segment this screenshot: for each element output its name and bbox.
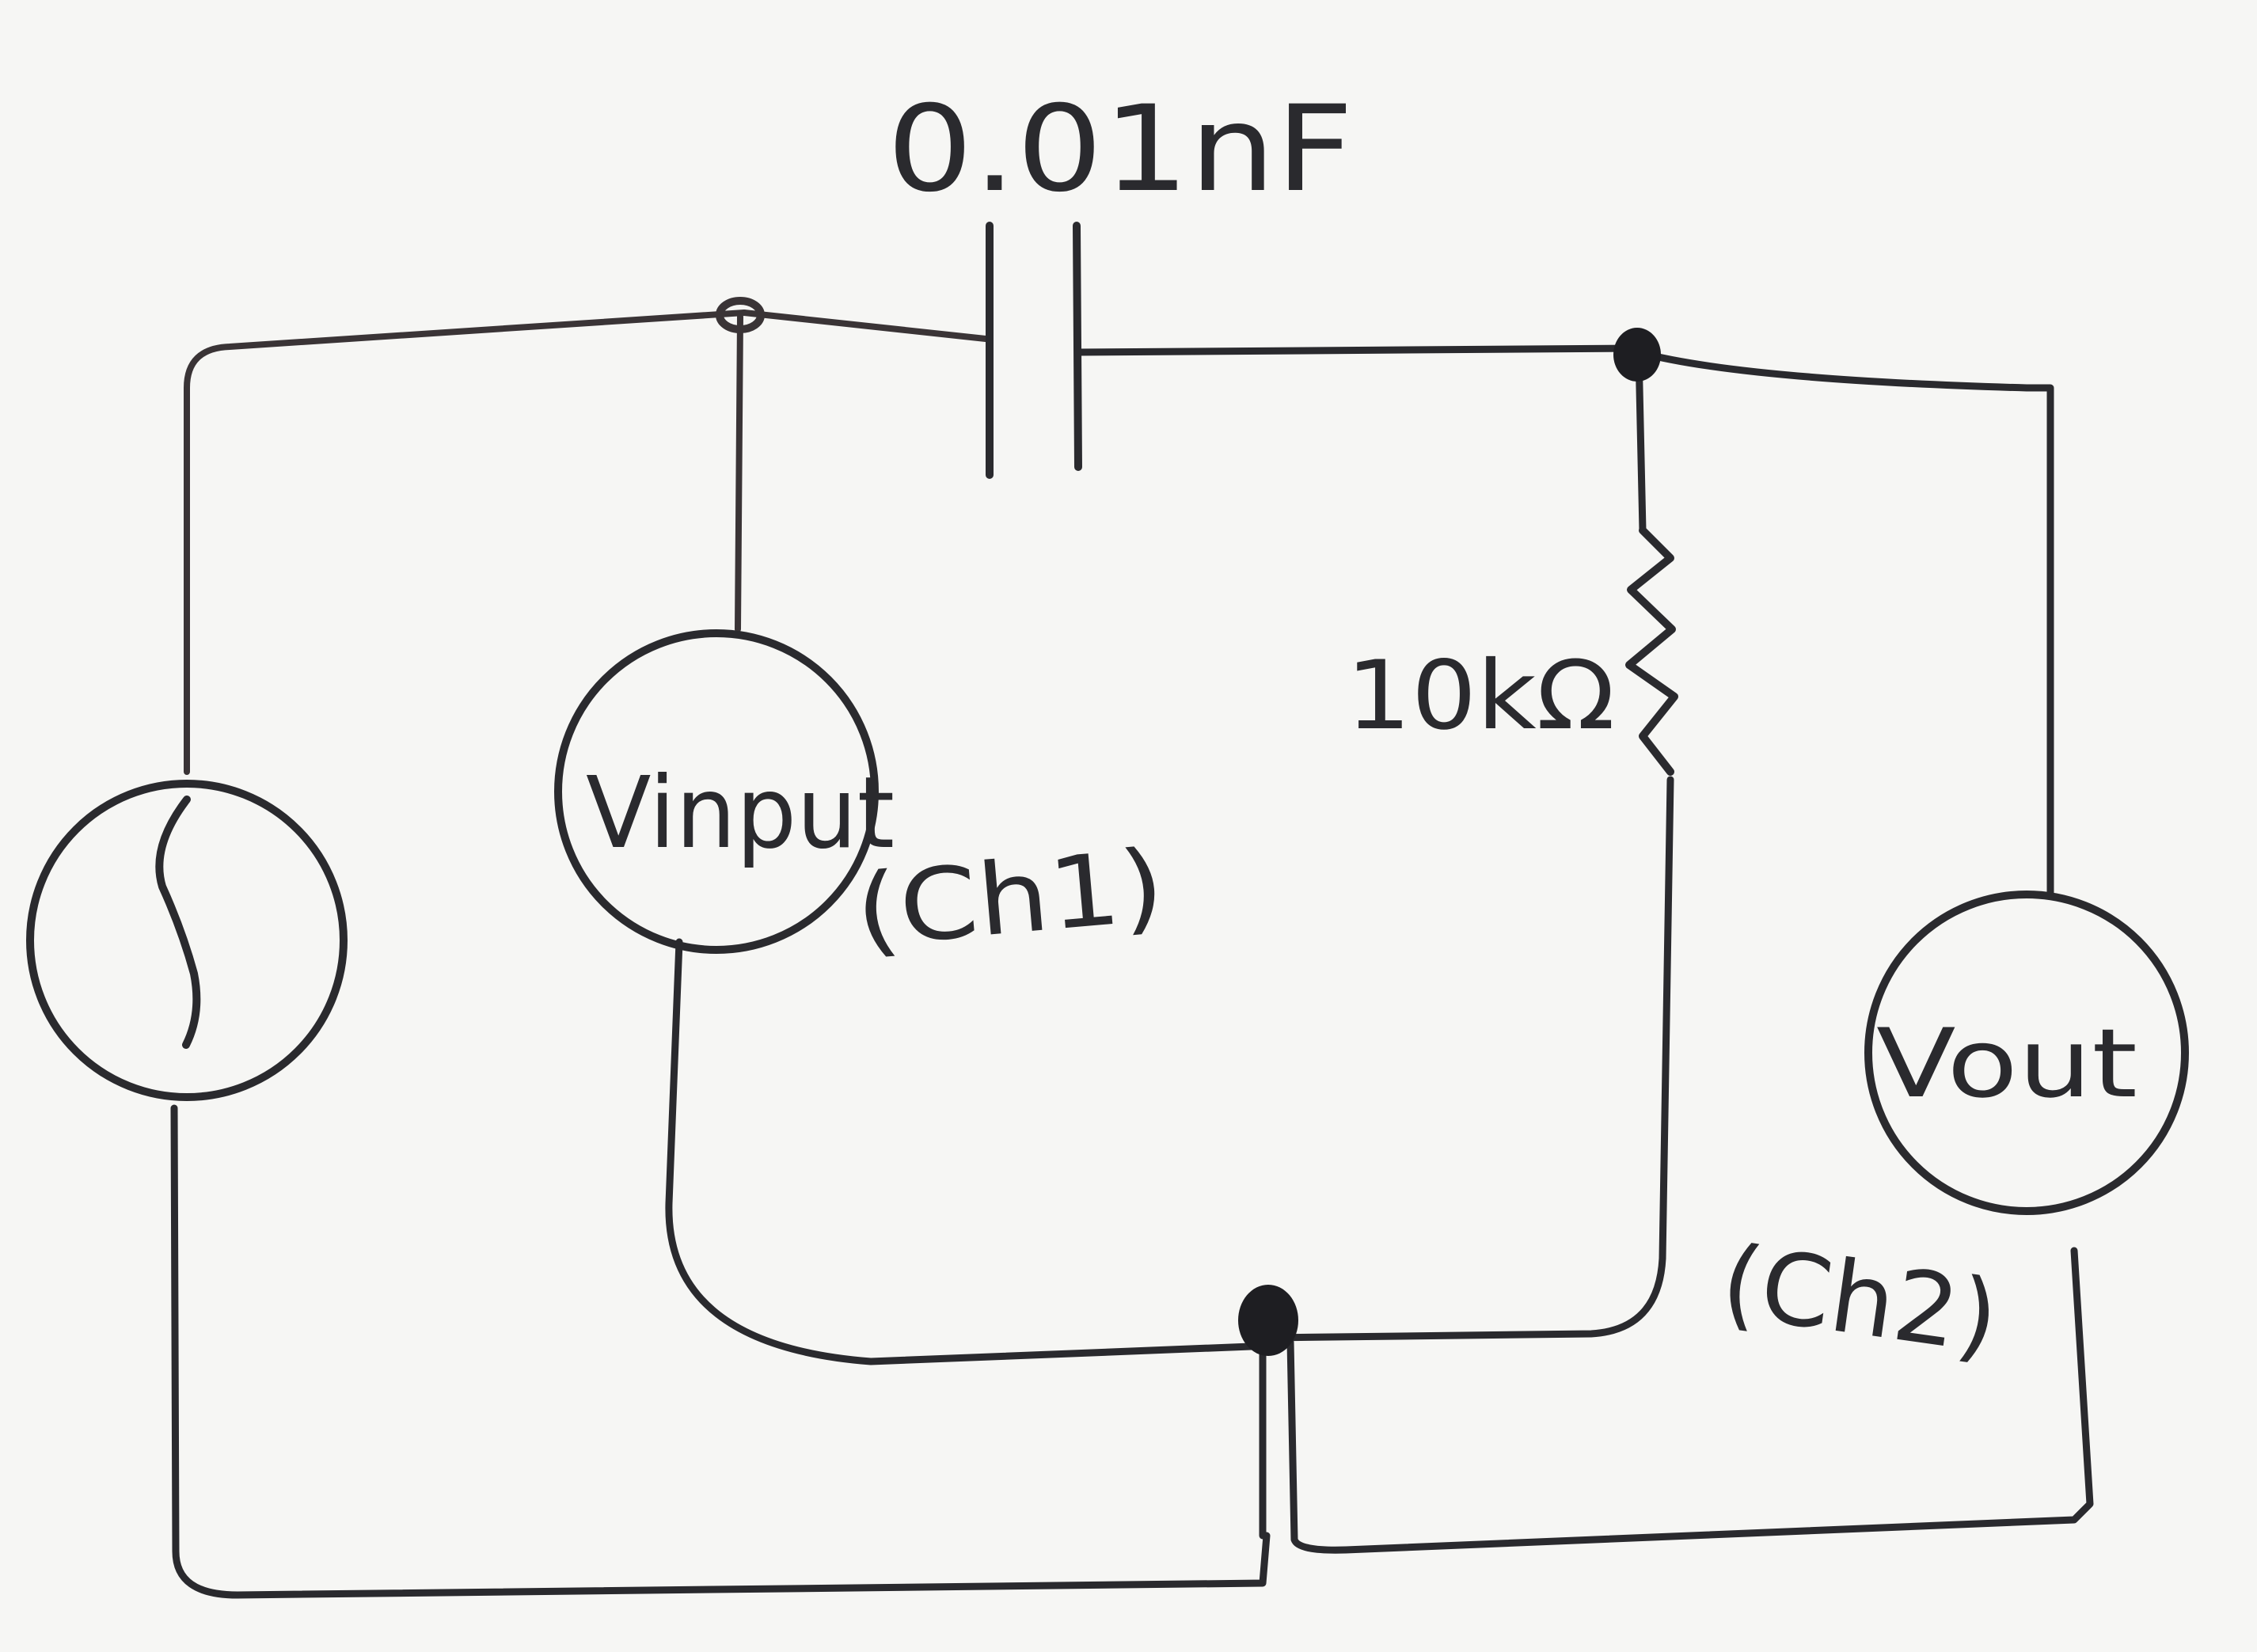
wire-node-to-resistor: [1635, 348, 1647, 534]
wire-vinput-to-ground: [665, 938, 1275, 1365]
vout-label: Vout: [1876, 1009, 2137, 1119]
vinput-channel-label: (Ch1): [851, 828, 1168, 969]
junction-top-left: [716, 297, 765, 333]
resistor-label: 10kΩ: [1346, 641, 1615, 751]
vinput-label: Vinput: [586, 756, 895, 871]
wire-resistor-to-ground: [1267, 776, 1674, 1342]
ac-source-circle: [26, 780, 348, 1101]
node-top-right: [1613, 328, 1661, 382]
wire-junction-to-vinput: [735, 313, 743, 632]
wire-ground-stem-right: [1286, 1247, 2094, 1554]
node-ground: [1238, 1285, 1298, 1356]
capacitor-label: 0.01nF: [887, 81, 1354, 218]
resistor-zigzag: [1625, 526, 1678, 776]
wire-source-bottom: [170, 1104, 1271, 1599]
wire-cap-to-node: [1074, 344, 1643, 356]
wire-to-capacitor: [741, 310, 989, 342]
capacitor-plate-right: [1073, 222, 1082, 471]
ac-source-wave-icon: [155, 796, 201, 1049]
wire-top-left: [184, 310, 747, 775]
vinput-meter-circle: [554, 629, 879, 954]
wire-node-to-vout: [1635, 348, 2054, 898]
vout-meter-circle: [1864, 891, 2189, 1215]
vout-channel-label: (Ch2): [1715, 1224, 2005, 1376]
